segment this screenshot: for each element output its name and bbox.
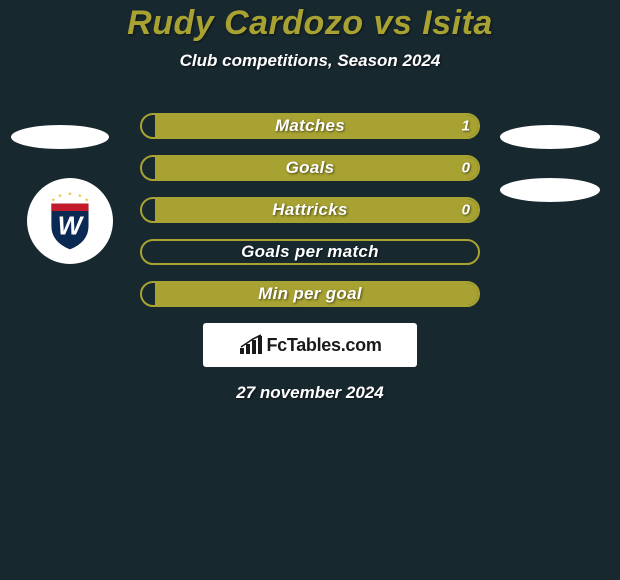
- date-label: 27 november 2024: [0, 383, 620, 403]
- stat-value-right: 1: [462, 118, 470, 135]
- bars-icon: [238, 334, 264, 356]
- stat-row: Goals per match: [140, 239, 480, 265]
- subtitle: Club competitions, Season 2024: [0, 51, 620, 71]
- stat-label: Min per goal: [258, 284, 362, 304]
- stat-label: Goals per match: [241, 242, 379, 262]
- stat-value-right: 0: [462, 202, 470, 219]
- fctables-logo-text: FcTables.com: [266, 335, 381, 356]
- stats-block: Matches 1 Goals 0 Hattricks 0 Goals per match M…: [0, 113, 620, 403]
- stat-label: Goals: [286, 158, 335, 178]
- stat-row: Matches 1: [140, 113, 480, 139]
- stat-label: Matches: [275, 116, 345, 136]
- stat-row: Goals 0: [140, 155, 480, 181]
- stat-row: Min per goal: [140, 281, 480, 307]
- page-title: Rudy Cardozo vs Isita: [0, 0, 620, 43]
- fctables-logo: FcTables.com: [203, 323, 417, 367]
- stat-value-right: 0: [462, 160, 470, 177]
- stat-label: Hattricks: [272, 200, 347, 220]
- stat-row: Hattricks 0: [140, 197, 480, 223]
